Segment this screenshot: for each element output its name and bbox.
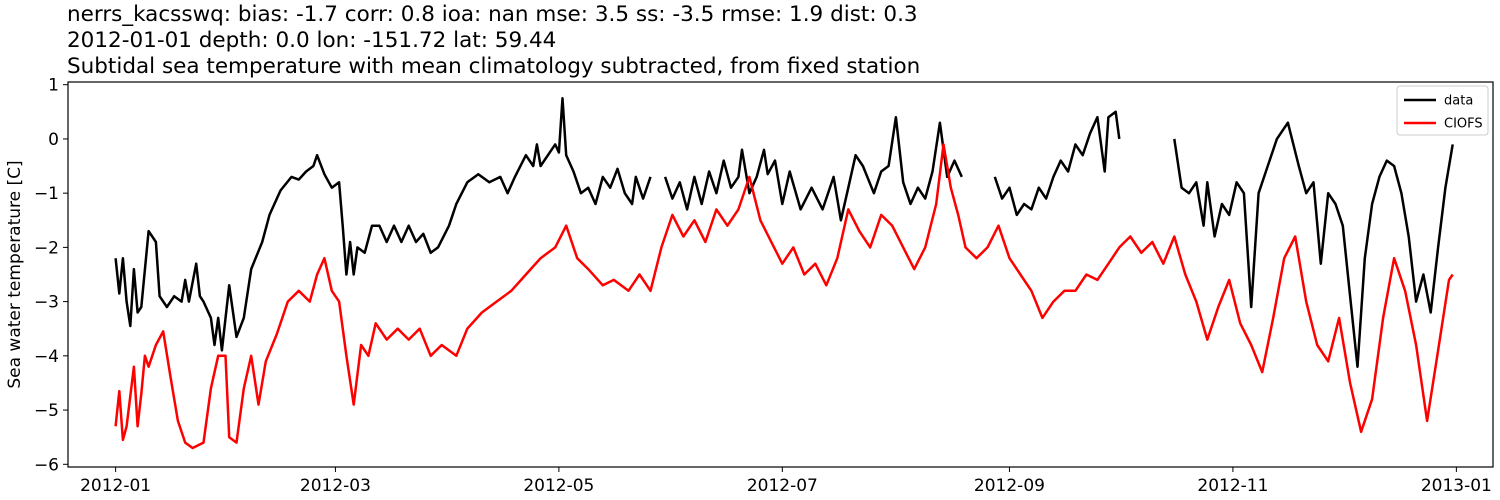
y-tick-label: −2: [34, 238, 59, 258]
y-tick-label: −6: [34, 455, 59, 475]
series-line-data-0: [114, 97, 652, 352]
chart-title-line-3: Subtidal sea temperature with mean clima…: [67, 54, 921, 79]
y-tick-label: −1: [34, 184, 59, 204]
y-tick-label: −4: [34, 347, 59, 367]
y-axis: −6 −5 −4 −3 −2 −1 0 1: [34, 76, 68, 475]
chart-title-line-1: nerrs_kacsswq: bias: -1.7 corr: 0.8 ioa:…: [67, 2, 918, 27]
x-tick-label: 2012-11: [1197, 476, 1268, 496]
chart-title-line-2: 2012-01-01 depth: 0.0 lon: -151.72 lat: …: [67, 28, 557, 53]
plot-frame: [67, 81, 1494, 468]
legend: data CIOFS: [1396, 85, 1489, 136]
y-tick-label: 1: [48, 76, 59, 96]
y-tick-label: 0: [48, 130, 59, 150]
series-line-data-2: [993, 110, 1121, 217]
legend-label-ciofs: CIOFS: [1444, 117, 1483, 132]
series-line-data-3: [1173, 121, 1454, 368]
series-line-data-1: [663, 115, 963, 222]
y-axis-label: Sea water temperature [C]: [5, 160, 25, 388]
x-tick-label: 2013-01: [1421, 476, 1492, 496]
x-tick-label: 2012-05: [523, 476, 594, 496]
x-tick-label: 2012-07: [747, 476, 818, 496]
x-tick-label: 2012-01: [80, 476, 151, 496]
plot-lines: [114, 97, 1454, 450]
chart-title-block: nerrs_kacsswq: bias: -1.7 corr: 0.8 ioa:…: [67, 2, 920, 80]
legend-label-data: data: [1444, 94, 1473, 109]
x-axis: 2012-01 2012-03 2012-05 2012-07 2012-09 2012-…: [80, 467, 1492, 496]
y-tick-label: −5: [34, 401, 59, 421]
x-tick-label: 2012-09: [974, 476, 1045, 496]
x-tick-label: 2012-03: [300, 476, 371, 496]
series-line-ciofs-4: [114, 143, 1454, 450]
y-tick-label: −3: [34, 293, 59, 313]
